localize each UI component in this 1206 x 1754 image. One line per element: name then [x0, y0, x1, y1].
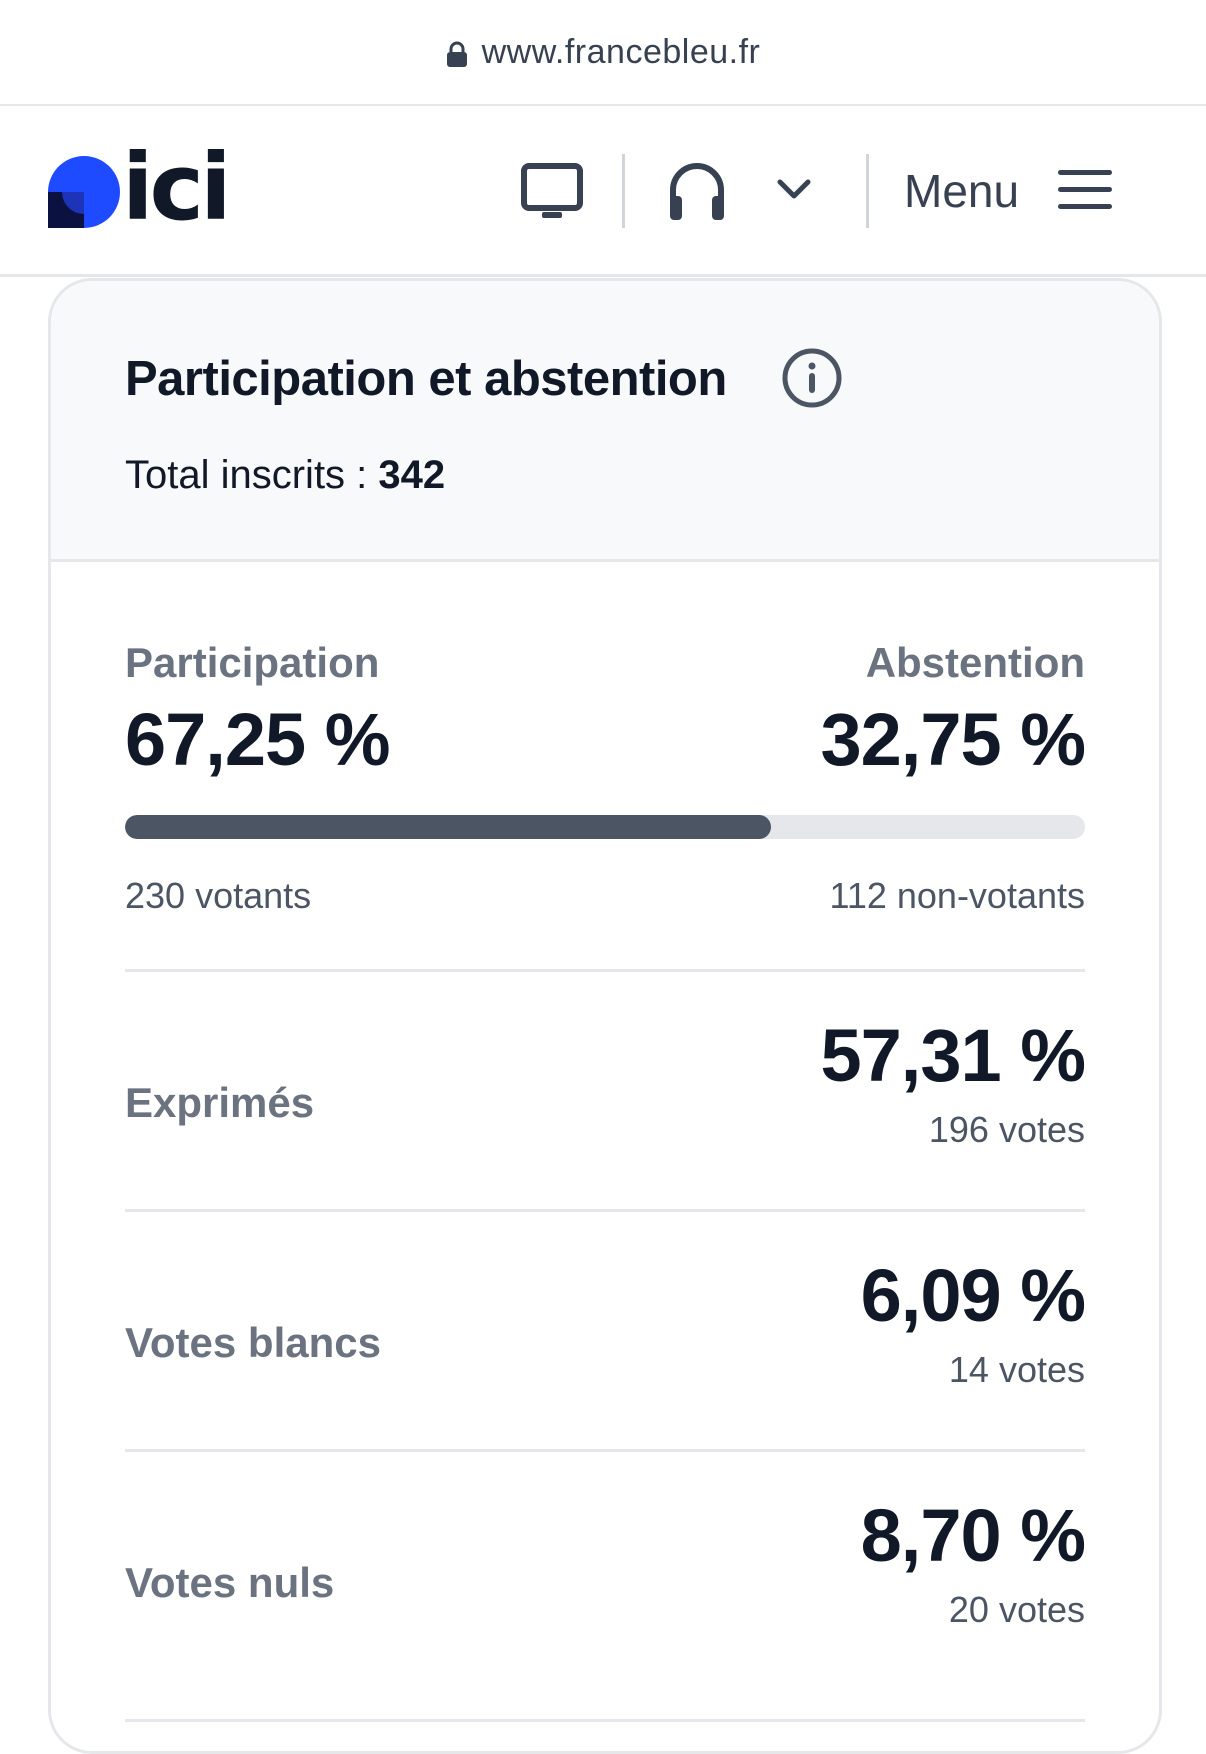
stat-count: 20 votes [948, 1589, 1085, 1630]
site-logo[interactable]: ici [48, 142, 232, 234]
total-value: 342 [378, 453, 446, 497]
header-separator [622, 154, 625, 228]
browser-url-bar[interactable]: www.francebleu.fr [0, 0, 1206, 106]
stat-label: Votes nuls [125, 1559, 335, 1606]
section-divider [125, 969, 1085, 972]
headphones-icon[interactable] [668, 160, 726, 222]
section-divider [125, 1719, 1085, 1722]
stat-row-exprimes: Exprimés 57,31 % 196 votes [125, 989, 1086, 1189]
participation-label: Participation [125, 639, 380, 686]
stat-count: 14 votes [948, 1349, 1085, 1390]
participation-bar-fill [125, 815, 771, 839]
abstention-label: Abstention [865, 639, 1085, 686]
section-divider [125, 1209, 1085, 1212]
site-header: ici Menu [0, 106, 1206, 277]
card-title: Participation et abstention [125, 352, 727, 406]
stat-count: 196 votes [928, 1109, 1085, 1150]
lock-icon [446, 41, 467, 67]
participation-card: Participation et abstention Total inscri… [48, 278, 1162, 1754]
votants-count: 230 votants [125, 875, 312, 916]
header-separator [866, 154, 869, 228]
hamburger-icon[interactable] [1058, 170, 1112, 210]
stat-value: 8,70 % [860, 1494, 1086, 1577]
stat-value: 6,09 % [860, 1254, 1086, 1337]
participation-bar-track [125, 815, 1085, 839]
card-header: Participation et abstention Total inscri… [51, 281, 1159, 562]
logo-mark-icon [48, 156, 120, 228]
section-divider [125, 1449, 1085, 1452]
stat-label: Exprimés [125, 1079, 315, 1126]
stat-row-nuls: Votes nuls 8,70 % 20 votes [125, 1469, 1086, 1669]
participation-value: 67,25 % [125, 698, 391, 781]
non-votants-count: 112 non-votants [829, 875, 1085, 916]
participation-section: Participation Abstention 67,25 % 32,75 %… [125, 639, 1086, 939]
total-registered: Total inscrits : 342 [125, 453, 445, 498]
stat-row-blancs: Votes blancs 6,09 % 14 votes [125, 1229, 1086, 1429]
abstention-value: 32,75 % [820, 698, 1086, 781]
tv-icon[interactable] [520, 162, 584, 222]
total-label: Total inscrits : [125, 453, 368, 497]
stat-label: Votes blancs [125, 1319, 381, 1366]
info-icon[interactable] [781, 347, 843, 409]
logo-text: ici [122, 134, 232, 241]
chevron-down-icon[interactable] [776, 178, 812, 202]
menu-button-label[interactable]: Menu [904, 165, 1020, 217]
stat-value: 57,31 % [820, 1014, 1086, 1097]
url-text: www.francebleu.fr [481, 32, 761, 71]
